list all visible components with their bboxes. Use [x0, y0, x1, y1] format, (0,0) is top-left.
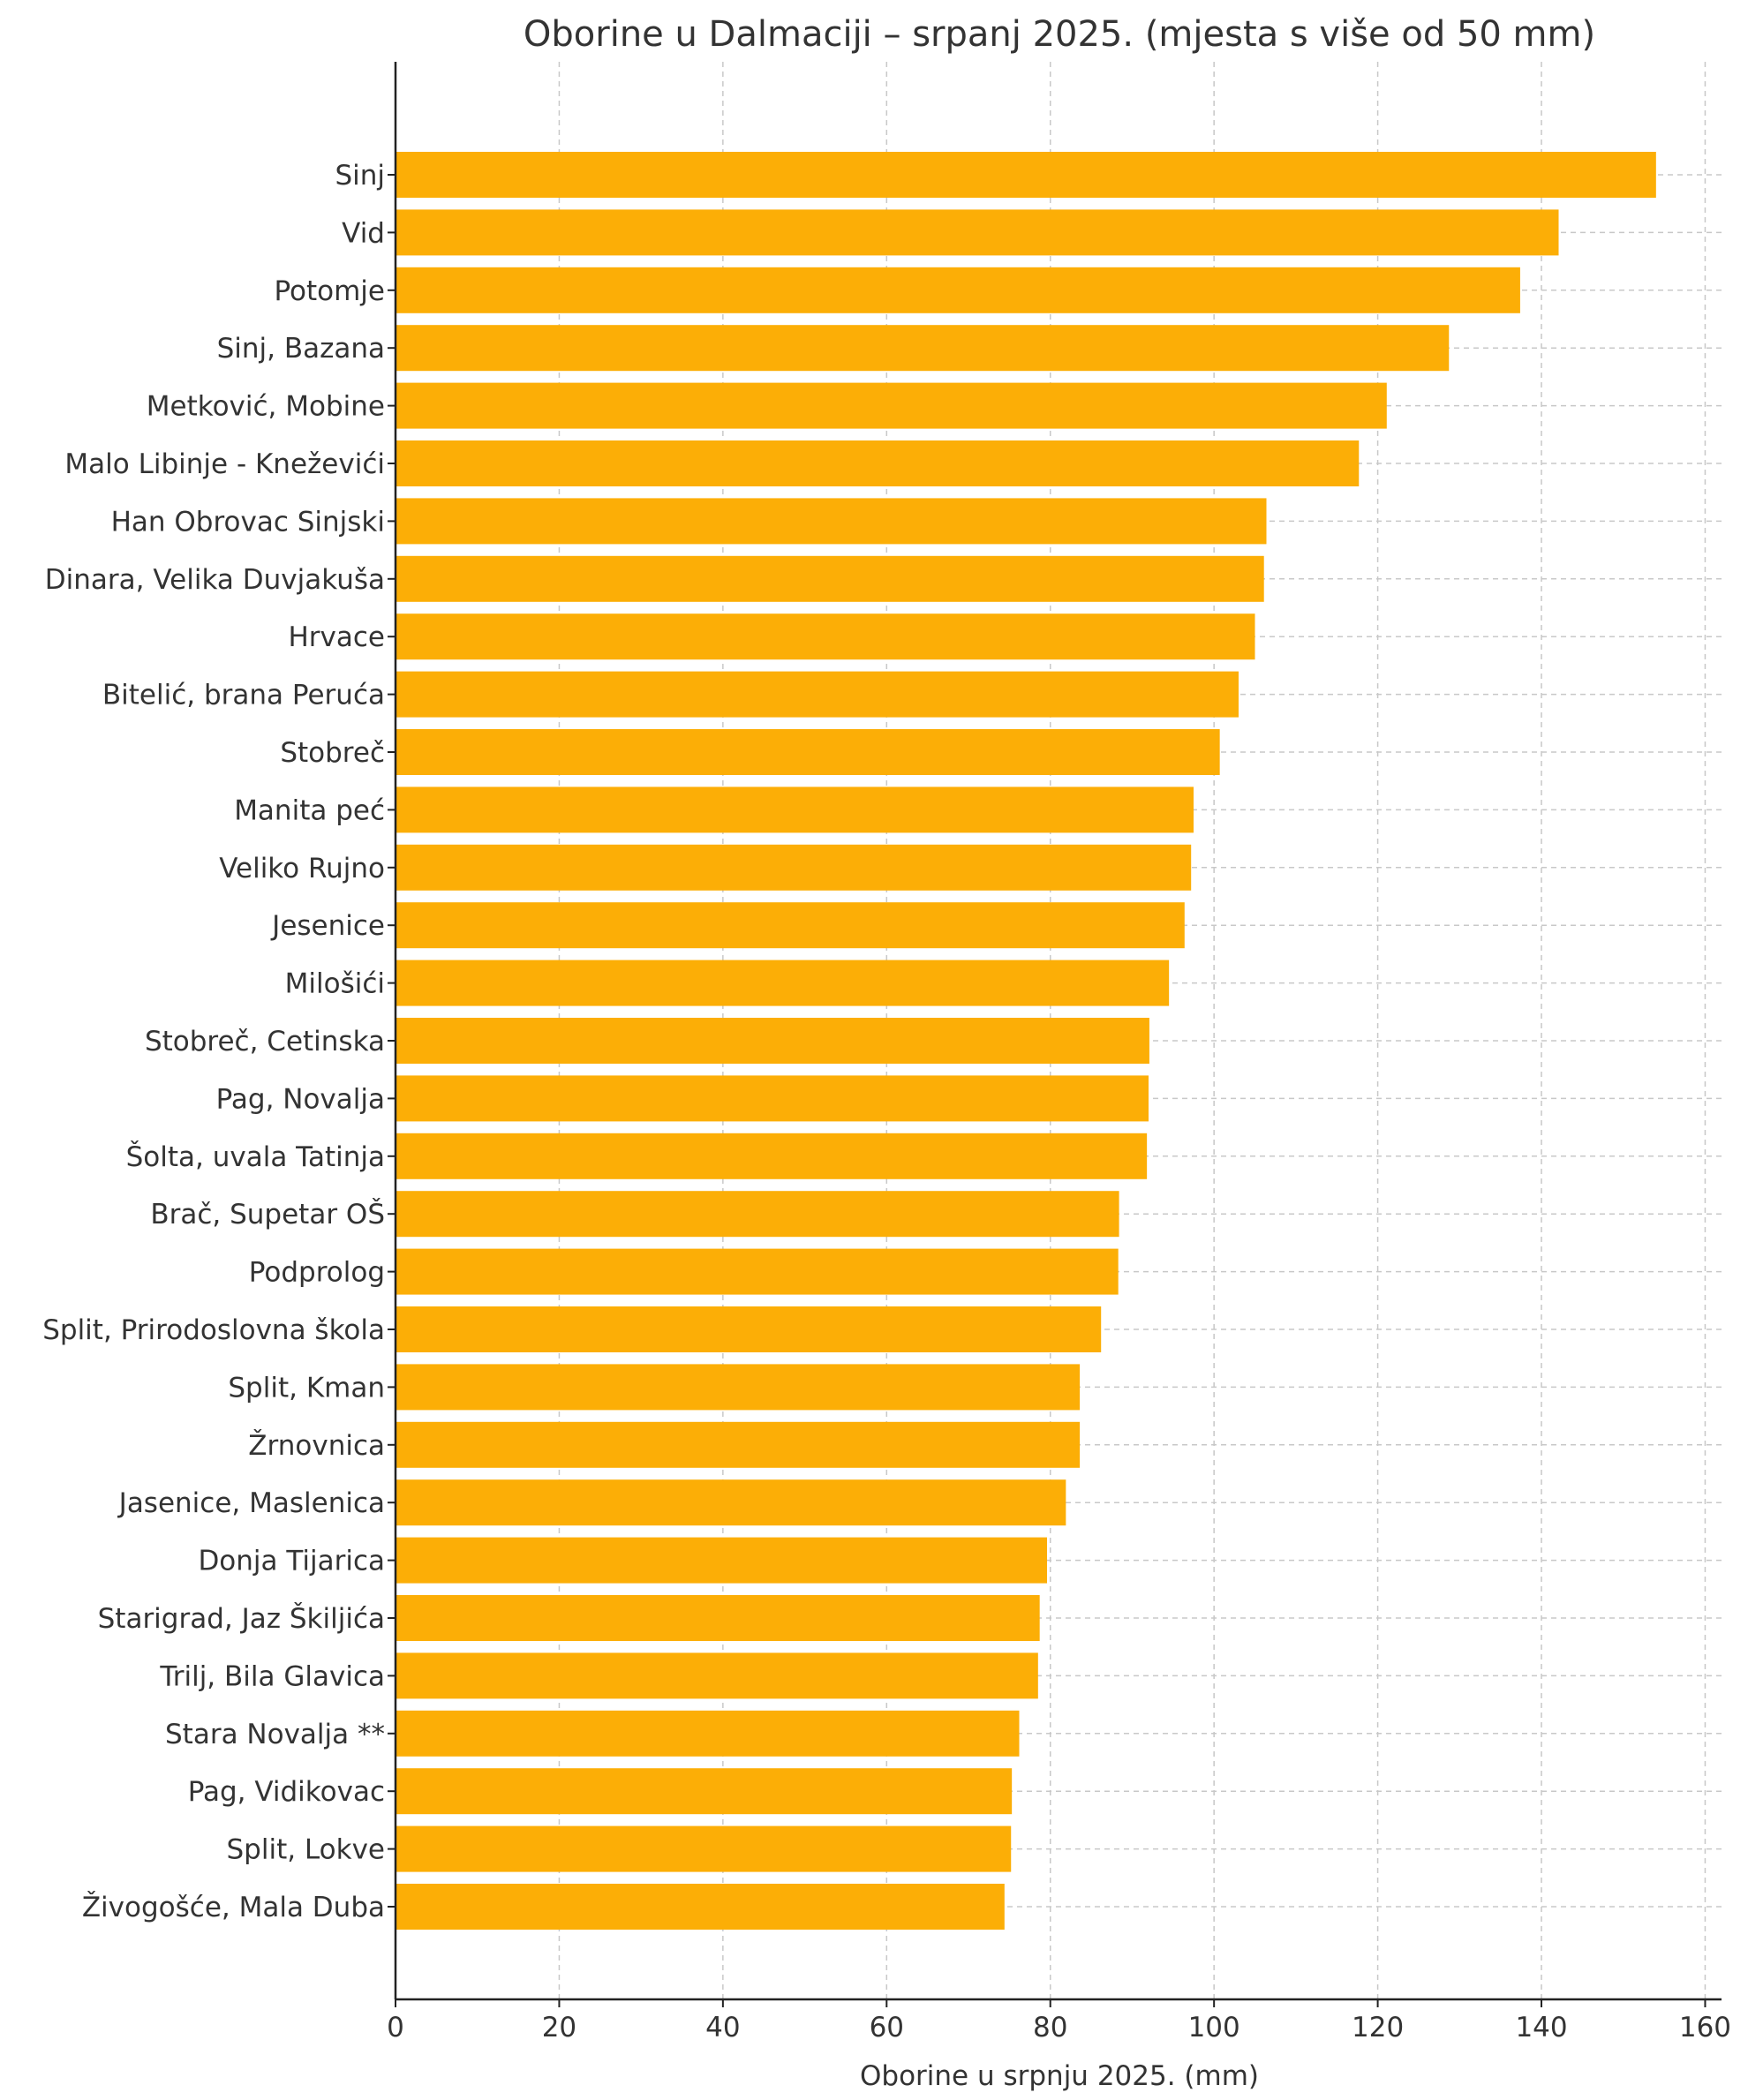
bar	[396, 325, 1450, 372]
bar	[396, 440, 1360, 486]
category-label: Potomje	[274, 275, 385, 307]
bar	[396, 1537, 1048, 1584]
bar	[396, 1710, 1020, 1757]
bar	[396, 902, 1185, 949]
bar	[396, 382, 1387, 429]
category-label: Metković, Mobine	[147, 391, 385, 423]
bar	[396, 152, 1656, 198]
x-tick-label: 160	[1679, 2012, 1731, 2044]
bar	[396, 1479, 1066, 1526]
bar	[396, 671, 1239, 718]
bar	[396, 1768, 1013, 1815]
category-label: Šolta, uvala Tatinja	[126, 1140, 385, 1173]
bar	[396, 960, 1170, 1006]
category-label: Starigrad, Jaz Škiljića	[98, 1602, 385, 1635]
category-label: Dinara, Velika Duvjakuša	[45, 564, 385, 596]
bar	[396, 267, 1520, 313]
bar	[396, 1075, 1149, 1122]
x-ticks: 0 20 40 60 80 100 120 140 160	[387, 1999, 1731, 2044]
x-tick-label: 100	[1188, 2012, 1240, 2044]
bar	[396, 729, 1220, 775]
category-label: Donja Tijarica	[198, 1546, 385, 1577]
category-label: Brač, Supetar OŠ	[150, 1198, 385, 1231]
bar	[396, 555, 1264, 602]
x-tick-label: 60	[870, 2012, 904, 2044]
bar	[396, 1884, 1005, 1930]
category-label: Milošići	[285, 968, 385, 1000]
x-tick-label: 20	[542, 2012, 576, 2044]
category-label: Han Obrovac Sinjski	[111, 506, 385, 538]
category-label: Stobreč	[280, 737, 385, 769]
bar	[396, 1018, 1149, 1064]
bar	[396, 1421, 1081, 1468]
x-tick-label: 120	[1352, 2012, 1404, 2044]
category-label: Vid	[342, 217, 385, 249]
bar	[396, 1133, 1148, 1179]
x-axis-label: Oborine u srpnju 2025. (mm)	[860, 2060, 1259, 2092]
category-label: Živogošće, Mala Duba	[82, 1892, 385, 1923]
category-label: Sinj	[335, 160, 385, 192]
x-tick-label: 140	[1515, 2012, 1567, 2044]
x-tick-label: 40	[705, 2012, 740, 2044]
bar	[396, 209, 1559, 256]
bar	[396, 1652, 1038, 1699]
chart-title: Oborine u Dalmaciji – srpanj 2025. (mjes…	[524, 14, 1595, 55]
category-label: Pag, Vidikovac	[188, 1776, 385, 1808]
bars	[396, 152, 1656, 1930]
x-tick-label: 80	[1033, 2012, 1067, 2044]
category-label: Pag, Novalja	[216, 1083, 385, 1115]
category-label: Jesenice	[270, 910, 385, 942]
category-label: Split, Kman	[228, 1372, 385, 1404]
axes	[394, 62, 1722, 2001]
category-label: Bitelić, brana Peruća	[102, 680, 385, 711]
category-label: Trilj, Bila Glavica	[159, 1660, 385, 1692]
bar	[396, 1306, 1102, 1352]
category-label: Žrnovnica	[248, 1430, 385, 1462]
bar	[396, 1825, 1012, 1872]
category-label: Jasenice, Maslenica	[117, 1487, 385, 1519]
category-labels: Sinj Vid Potomje Sinj, Bazana Metković, Mobi…	[42, 160, 396, 1923]
bar	[396, 613, 1255, 660]
category-label: Hrvace	[288, 621, 385, 653]
bar	[396, 844, 1192, 891]
x-tick-label: 0	[387, 2012, 404, 2044]
bar	[396, 787, 1194, 833]
bar	[396, 1364, 1081, 1411]
bar	[396, 1248, 1119, 1295]
category-label: Split, Lokve	[226, 1834, 385, 1866]
category-label: Stobreč, Cetinska	[145, 1026, 385, 1058]
category-label: Split, Prirodoslovna škola	[42, 1314, 385, 1346]
category-label: Sinj, Bazana	[217, 333, 385, 365]
category-label: Manita peć	[234, 794, 385, 826]
category-label: Malo Libinje - Kneževići	[64, 448, 385, 480]
bar	[396, 1595, 1040, 1641]
bar	[396, 498, 1267, 545]
bar	[396, 1191, 1119, 1238]
category-label: Podprolog	[249, 1257, 385, 1289]
category-label: Veliko Rujno	[219, 853, 385, 884]
category-label: Stara Novalja **	[165, 1719, 385, 1750]
